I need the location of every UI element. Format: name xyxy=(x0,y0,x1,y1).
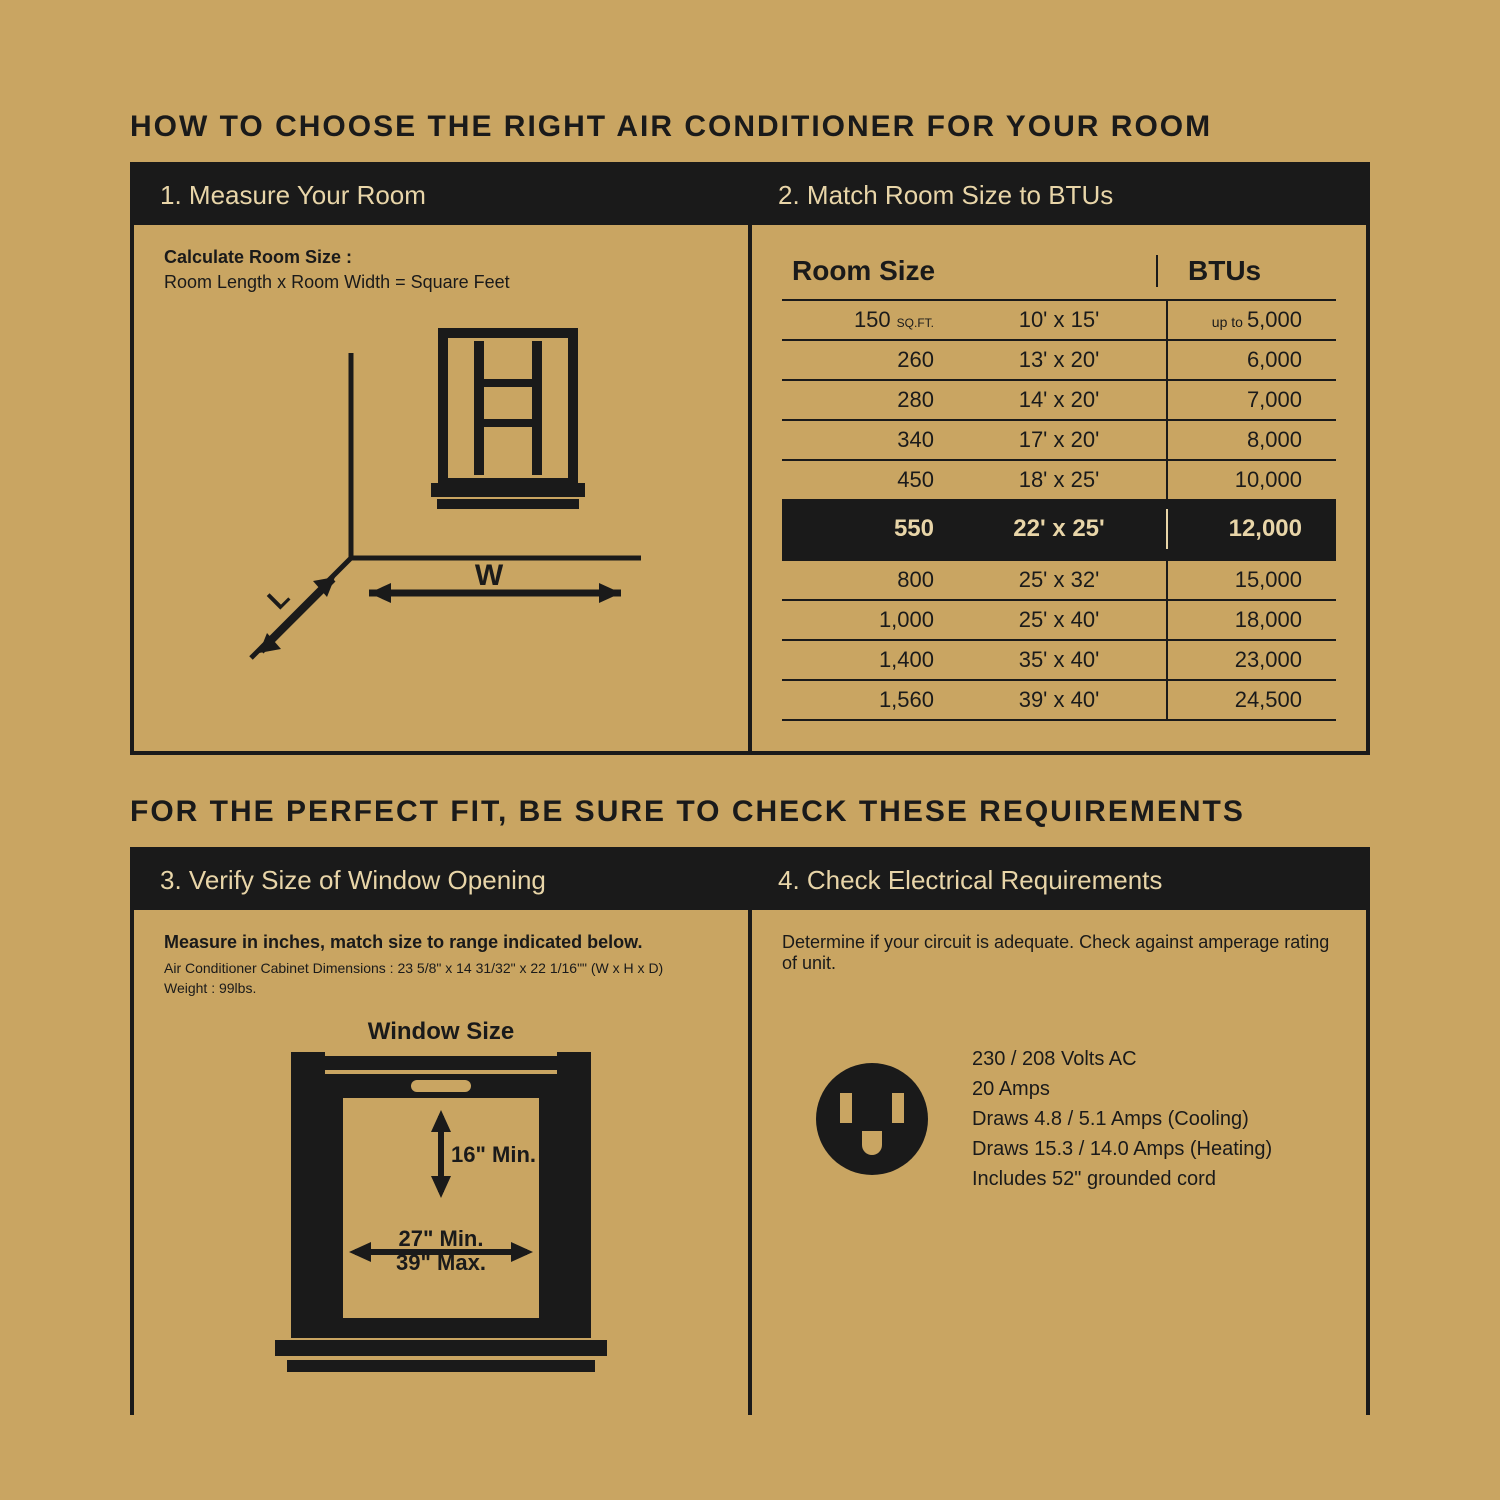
step-2-header: 2. Match Room Size to BTUs xyxy=(752,166,1366,225)
window-size-title: Window Size xyxy=(164,1018,718,1046)
table-row: 1,56039' x 40'24,500 xyxy=(782,679,1336,721)
calc-formula: Room Length x Room Width = Square Feet xyxy=(164,272,718,293)
table-row: 150SQ.FT.10' x 15'up to5,000 xyxy=(782,299,1336,339)
table-row: 55022' x 25'12,000 xyxy=(782,499,1336,559)
svg-text:27" Min.: 27" Min. xyxy=(398,1226,483,1251)
table-row: 1,00025' x 40'18,000 xyxy=(782,599,1336,639)
step-4-header: 4. Check Electrical Requirements xyxy=(752,851,1366,910)
step-4-instr: Determine if your circuit is adequate. C… xyxy=(782,932,1336,974)
cabinet-dims: Air Conditioner Cabinet Dimensions : 23 … xyxy=(164,959,718,979)
btu-table: 150SQ.FT.10' x 15'up to5,00026013' x 20'… xyxy=(782,299,1336,721)
electrical-specs: 230 / 208 Volts AC20 AmpsDraws 4.8 / 5.1… xyxy=(972,1044,1272,1194)
page-title-1: HOW TO CHOOSE THE RIGHT AIR CONDITIONER … xyxy=(130,110,1370,144)
outlet-icon xyxy=(812,1059,932,1179)
table-row: 1,40035' x 40'23,000 xyxy=(782,639,1336,679)
top-panels: 1. Measure Your Room Calculate Room Size… xyxy=(130,162,1370,755)
step-3: 3. Verify Size of Window Opening Measure… xyxy=(134,851,752,1415)
col-room: Room Size xyxy=(792,255,962,287)
spec-line: Draws 15.3 / 14.0 Amps (Heating) xyxy=(972,1134,1272,1164)
step-4: 4. Check Electrical Requirements Determi… xyxy=(752,851,1366,1415)
bottom-panels: 3. Verify Size of Window Opening Measure… xyxy=(130,847,1370,1415)
spec-line: 230 / 208 Volts AC xyxy=(972,1044,1272,1074)
step-2: 2. Match Room Size to BTUs Room Size BTU… xyxy=(752,166,1366,751)
step-1-header: 1. Measure Your Room xyxy=(134,166,748,225)
svg-text:16" Min.: 16" Min. xyxy=(451,1142,536,1167)
step-1: 1. Measure Your Room Calculate Room Size… xyxy=(134,166,752,751)
l-label: L xyxy=(261,581,295,615)
step-3-header: 3. Verify Size of Window Opening xyxy=(134,851,748,910)
calc-label: Calculate Room Size : xyxy=(164,247,718,268)
table-row: 28014' x 20'7,000 xyxy=(782,379,1336,419)
cabinet-weight: Weight : 99lbs. xyxy=(164,979,718,999)
table-row: 80025' x 32'15,000 xyxy=(782,559,1336,599)
table-row: 45018' x 25'10,000 xyxy=(782,459,1336,499)
spec-line: Includes 52" grounded cord xyxy=(972,1164,1272,1194)
room-diagram: W L xyxy=(164,323,718,683)
spec-line: Draws 4.8 / 5.1 Amps (Cooling) xyxy=(972,1104,1272,1134)
spec-line: 20 Amps xyxy=(972,1074,1272,1104)
table-row: 26013' x 20'6,000 xyxy=(782,339,1336,379)
svg-text:39" Max.: 39" Max. xyxy=(396,1250,486,1275)
step-3-instr: Measure in inches, match size to range i… xyxy=(164,932,718,953)
btu-table-header: Room Size BTUs xyxy=(782,247,1336,299)
page-title-2: FOR THE PERFECT FIT, BE SURE TO CHECK TH… xyxy=(130,795,1370,829)
window-diagram: Window Size xyxy=(164,1018,718,1382)
w-label: W xyxy=(475,559,504,592)
table-row: 34017' x 20'8,000 xyxy=(782,419,1336,459)
col-btu: BTUs xyxy=(1156,255,1326,287)
